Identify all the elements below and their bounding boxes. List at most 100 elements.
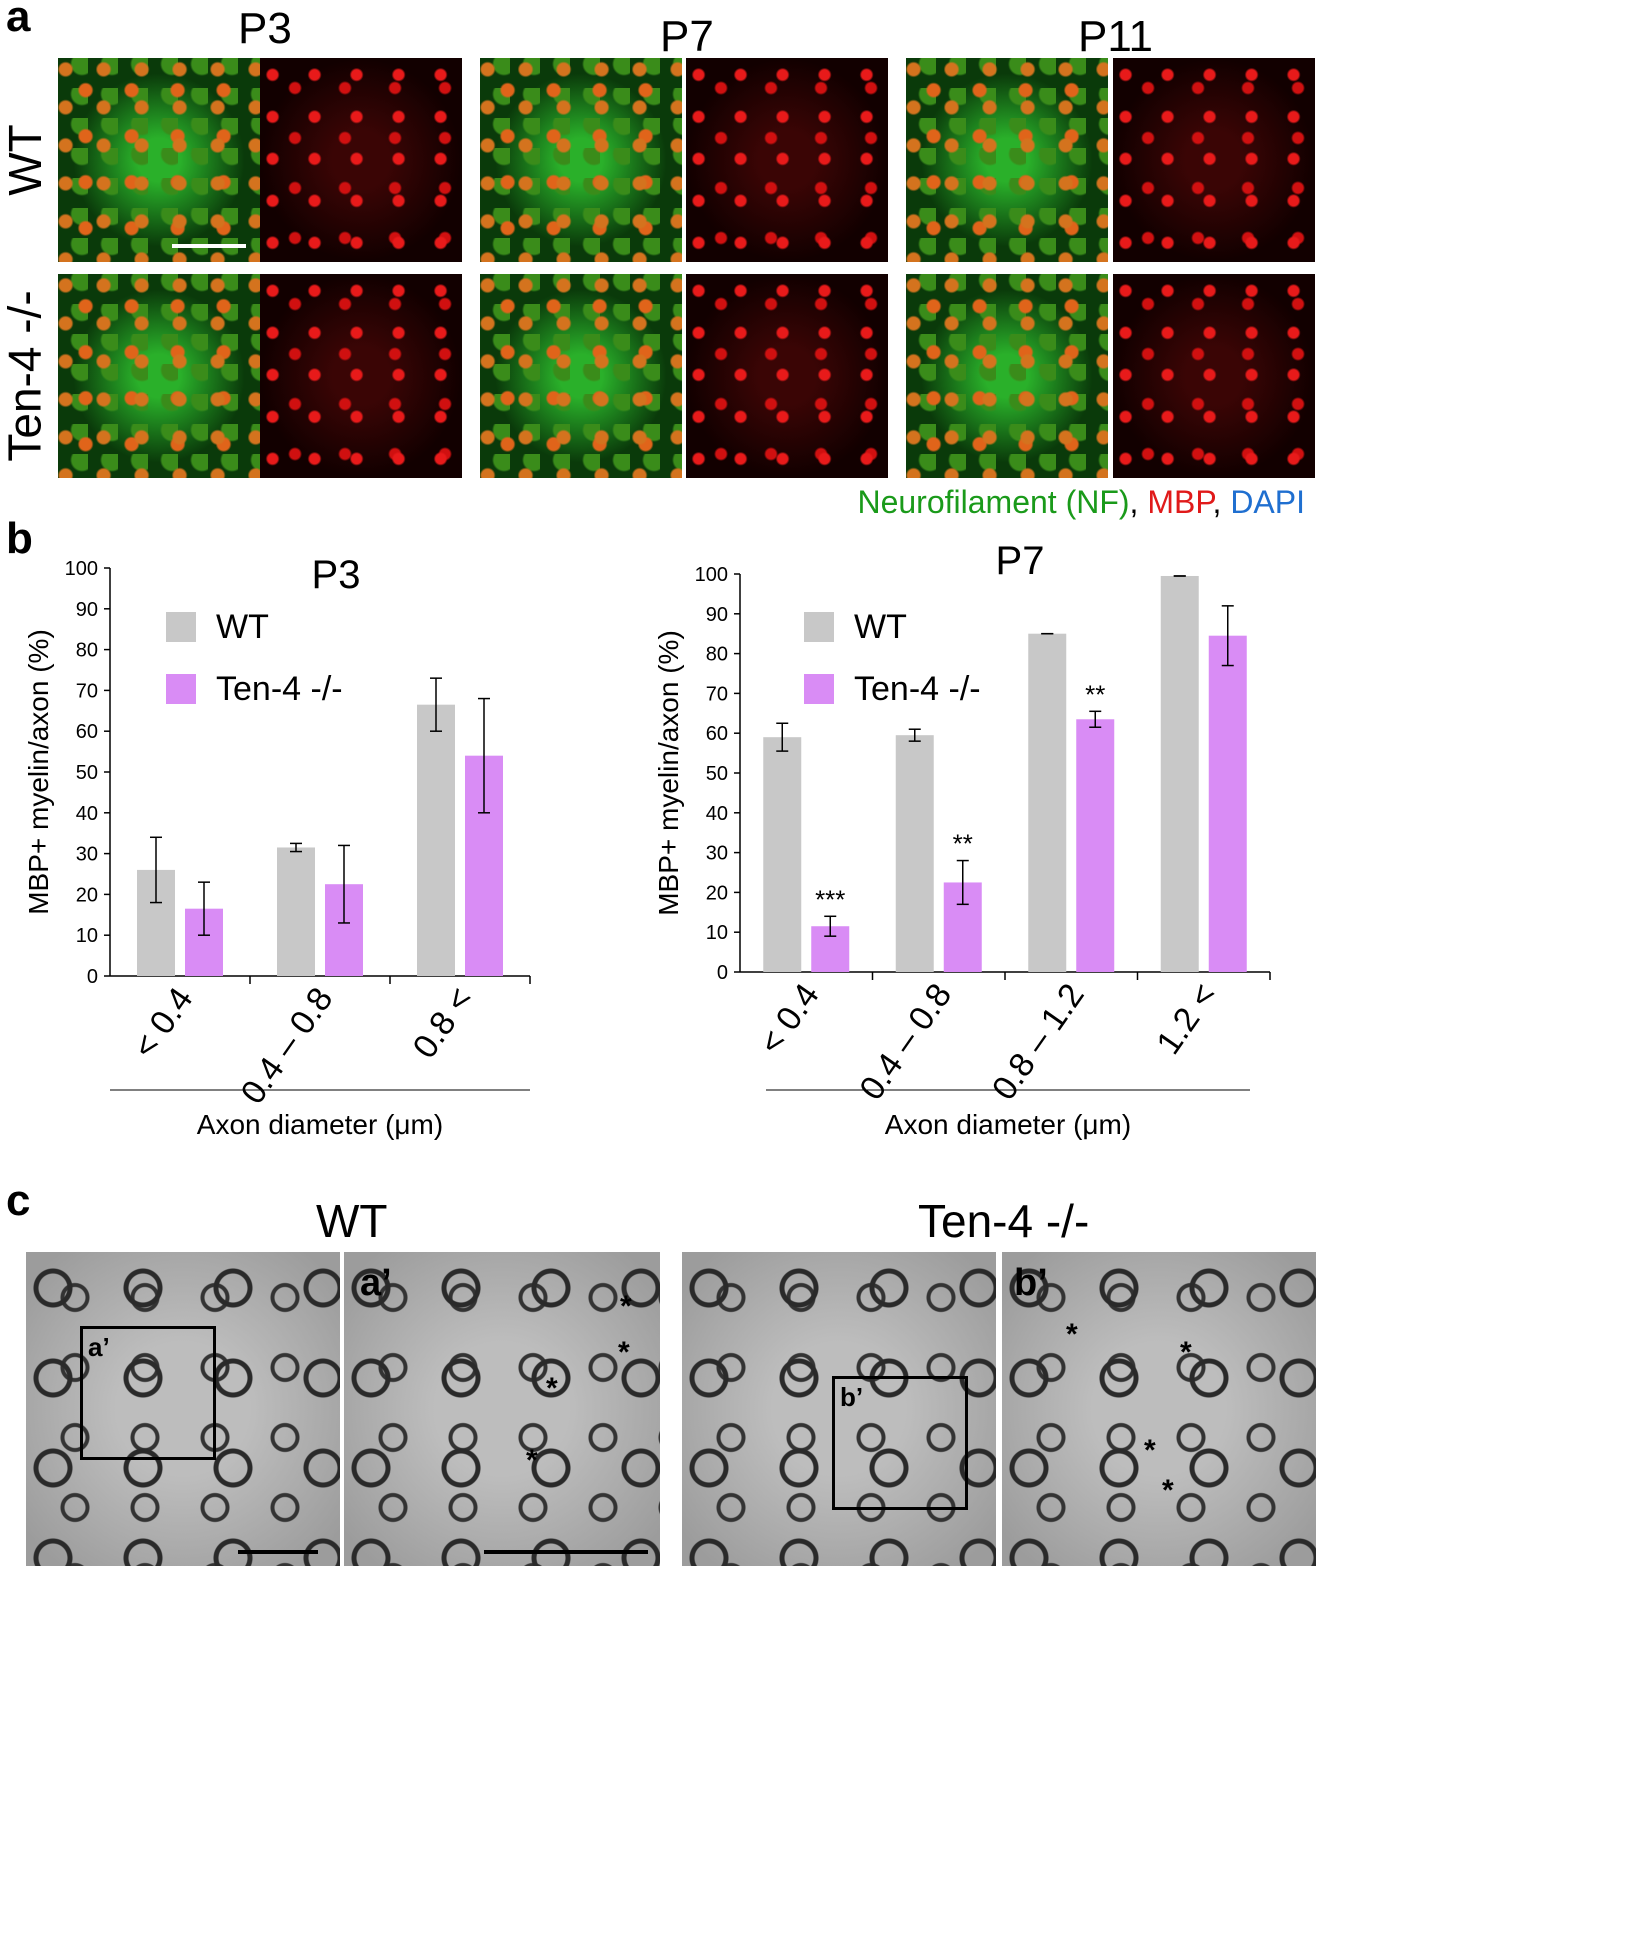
y-tick-label: 0 <box>717 962 728 984</box>
legend-swatch-ten4 <box>804 674 834 704</box>
legend-label-ten4: Ten-4 -/- <box>216 670 343 708</box>
unmyelinated-axon-asterisk: * <box>618 1336 630 1369</box>
inset-label-ten4-box: b’ <box>840 1382 864 1412</box>
y-tick-label: 80 <box>76 640 98 662</box>
bar-wt-0 <box>763 737 802 972</box>
column-label-p11: P11 <box>1078 12 1154 61</box>
y-tick-label: 40 <box>706 803 728 825</box>
micrograph-ten4-p3-merged <box>58 274 260 478</box>
y-tick-label: 90 <box>76 599 98 621</box>
em-wt-inset <box>344 1252 660 1566</box>
column-label-p7: P7 <box>660 12 714 61</box>
y-tick-label: 10 <box>706 922 728 944</box>
panel-c-letter: c <box>6 1176 31 1225</box>
group-label-ten4: Ten-4 -/- <box>918 1195 1090 1247</box>
y-tick-label: 30 <box>76 844 98 866</box>
y-tick-label: 20 <box>706 882 728 904</box>
chart-p3: 0 10 20 30 40 50 60 70 80 90 100 MBP+ myelin/axon (… <box>10 540 570 1150</box>
chart-p3-svg: 0 10 20 30 40 50 60 70 80 90 100 MBP+ myelin/axon (… <box>23 553 531 1140</box>
unmyelinated-axon-asterisk: * <box>1162 1474 1174 1507</box>
micrograph-ten4-p7-merged <box>480 274 682 478</box>
x-axis-label: Axon diameter (μm) <box>197 1109 443 1140</box>
panel-a-letter: a <box>6 0 31 41</box>
legend-swatch-wt <box>166 612 196 642</box>
legend-dapi: DAPI <box>1230 484 1305 520</box>
micrograph-wt-p3-mbp <box>260 58 462 262</box>
x-tick-label: < 0.4 <box>752 977 827 1062</box>
micrograph-ten4-p7-mbp <box>686 274 888 478</box>
chart-p7: 0 10 20 30 40 50 60 70 80 90 100 MBP+ myelin/axon (… <box>630 539 1290 1150</box>
inset-box-ten4 <box>832 1376 968 1510</box>
bar-wt-2 <box>417 704 455 976</box>
inset-label-ten4: b’ <box>1014 1262 1048 1304</box>
x-tick-label: 0.8 – 1.2 <box>985 977 1092 1107</box>
y-tick-label: 100 <box>65 558 98 580</box>
unmyelinated-axon-asterisk: * <box>1144 1434 1156 1467</box>
x-axis-label: Axon diameter (μm) <box>885 1109 1131 1140</box>
x-tick-label: 0.4 – 0.8 <box>852 977 959 1107</box>
bar-wt-1 <box>277 847 315 976</box>
bar-wt-3 <box>1160 575 1199 972</box>
column-label-p3: P3 <box>238 4 292 53</box>
y-tick-label: 100 <box>695 564 728 586</box>
legend-sep-1: , <box>1129 484 1139 520</box>
y-axis-label: MBP+ myelin/axon (%) <box>23 629 54 915</box>
inset-box-wt <box>80 1326 216 1460</box>
x-tick-label: 0.4 – 0.8 <box>234 981 341 1111</box>
group-label-wt: WT <box>316 1195 388 1247</box>
em-wt-overview <box>26 1252 340 1566</box>
legend-swatch-ten4 <box>166 674 196 704</box>
y-axis-label: MBP+ myelin/axon (%) <box>653 630 684 916</box>
micrograph-wt-p11-mbp <box>1113 58 1315 262</box>
x-tick-label: 1.2 < <box>1149 977 1224 1062</box>
stain-legend: Neurofilament (NF), MBP, DAPI <box>857 484 1305 521</box>
legend-nf: Neurofilament (NF) <box>857 484 1130 520</box>
micrograph-ten4-p3-mbp <box>260 274 462 478</box>
row-label-wt: WT <box>0 124 52 196</box>
significance-stars: ** <box>1085 679 1105 709</box>
legend-sep-2: , <box>1212 484 1222 520</box>
y-tick-label: 70 <box>76 680 98 702</box>
unmyelinated-axon-asterisk: * <box>1066 1318 1078 1351</box>
legend-label-ten4: Ten-4 -/- <box>854 670 981 708</box>
significance-stars: ** <box>953 829 973 859</box>
panel-b-letter: b <box>6 514 33 563</box>
y-tick-label: 20 <box>76 884 98 906</box>
unmyelinated-axon-asterisk: * <box>620 1290 632 1323</box>
inset-label-wt-box: a’ <box>88 1332 110 1362</box>
em-scale-bar <box>238 1550 318 1554</box>
em-ten4-inset <box>1002 1252 1316 1566</box>
micrograph-ten4-p11-merged <box>906 274 1108 478</box>
y-tick-label: 40 <box>76 803 98 825</box>
bar-wt-2 <box>1028 633 1067 972</box>
micrograph-wt-p3-merged <box>58 58 260 262</box>
unmyelinated-axon-asterisk: * <box>546 1372 558 1405</box>
significance-stars: *** <box>815 884 845 914</box>
chart-p7-svg: 0 10 20 30 40 50 60 70 80 90 100 MBP+ myelin/axon (… <box>653 539 1271 1140</box>
chart-title: P7 <box>996 540 1045 583</box>
bar-wt-1 <box>895 735 934 972</box>
y-tick-label: 30 <box>706 843 728 865</box>
micrograph-wt-p7-mbp <box>686 58 888 262</box>
y-tick-label: 50 <box>76 762 98 784</box>
legend-mbp: MBP <box>1147 484 1213 520</box>
bar-ten4-3 <box>1208 635 1247 972</box>
y-tick-label: 80 <box>706 644 728 666</box>
y-tick-label: 60 <box>706 723 728 745</box>
inset-label-wt: a’ <box>360 1262 392 1304</box>
y-tick-label: 70 <box>706 683 728 705</box>
y-tick-label: 90 <box>706 604 728 626</box>
legend-swatch-wt <box>804 612 834 642</box>
em-ten4-overview <box>682 1252 996 1566</box>
scale-bar <box>172 244 246 248</box>
y-tick-label: 60 <box>76 721 98 743</box>
micrograph-wt-p7-merged <box>480 58 682 262</box>
x-tick-label: < 0.4 <box>126 981 201 1066</box>
legend-label-wt: WT <box>854 608 907 646</box>
bar-ten4-2 <box>1076 719 1115 972</box>
em-scale-bar <box>484 1550 648 1554</box>
micrograph-ten4-p11-mbp <box>1113 274 1315 478</box>
unmyelinated-axon-asterisk: * <box>526 1444 538 1477</box>
x-tick-label: 0.8 < <box>406 981 481 1066</box>
y-tick-label: 0 <box>87 966 98 988</box>
